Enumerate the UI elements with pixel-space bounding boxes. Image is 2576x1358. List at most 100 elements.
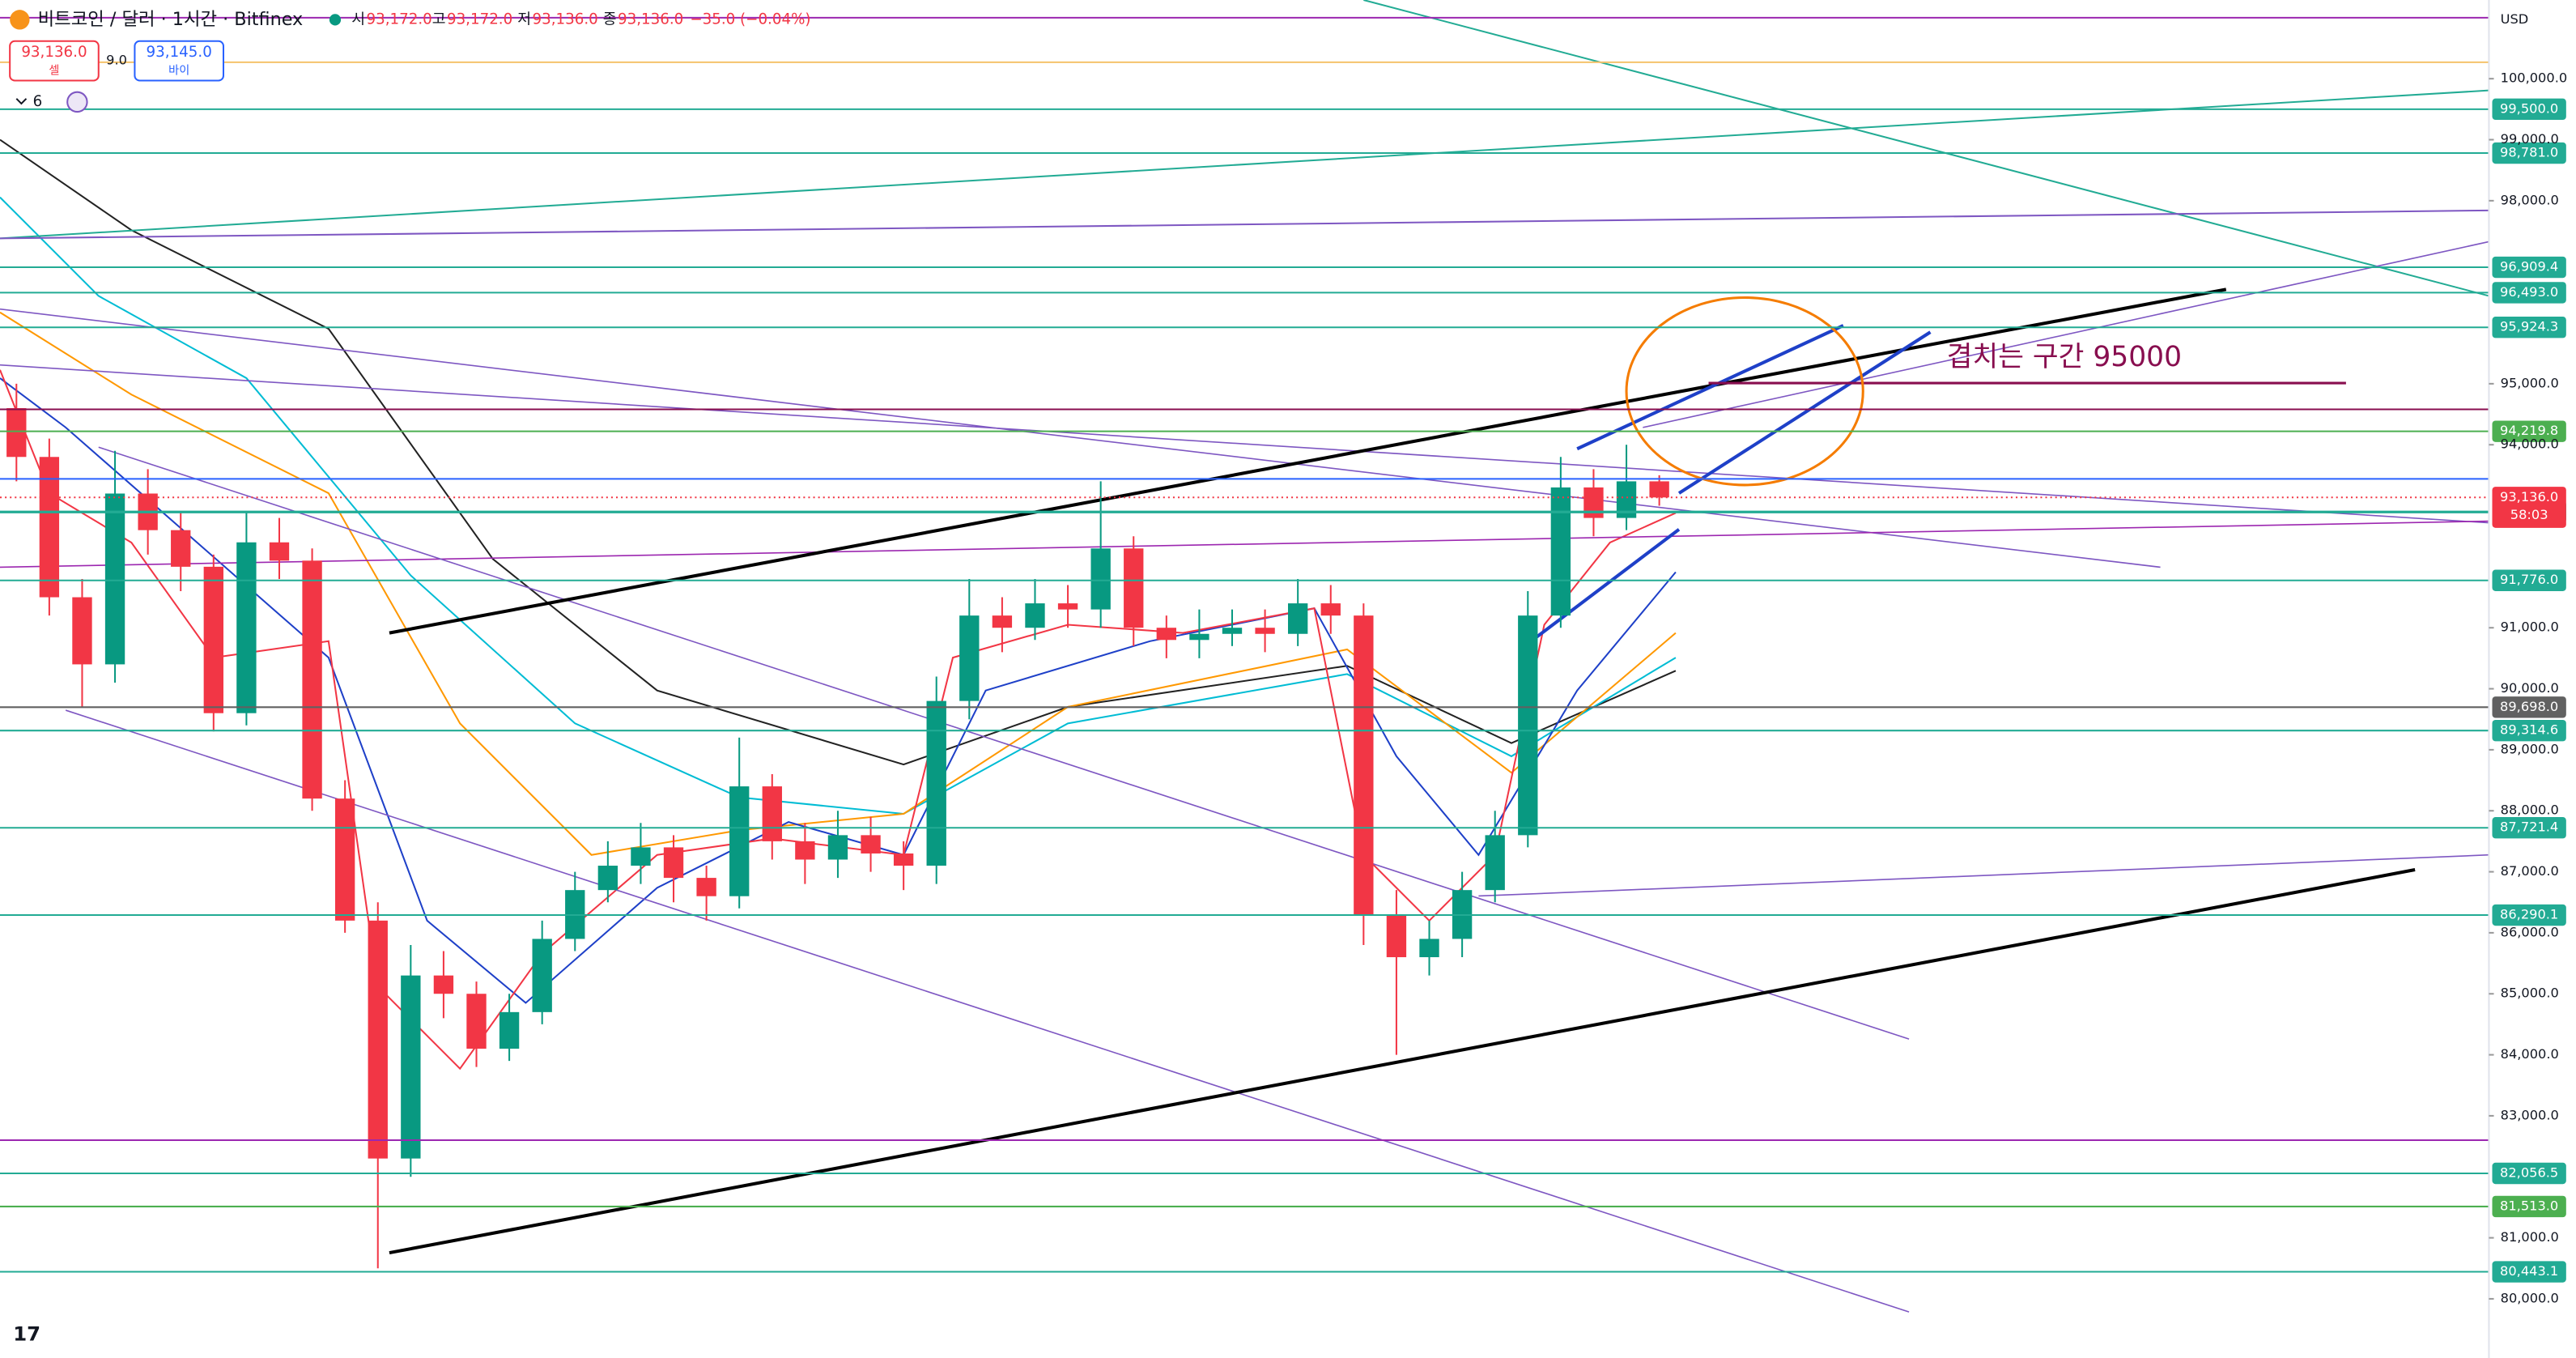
candle-body	[827, 835, 848, 860]
candle-body	[104, 493, 125, 665]
candle-body	[696, 878, 716, 896]
currency: USD	[2501, 11, 2529, 27]
indicator-count: 6	[33, 93, 43, 110]
sell-price: 93,136.0	[21, 44, 87, 61]
price-axis: USD 80,000.0 81,000.0 83,000.0 84,000.0 85,0…	[2488, 0, 2568, 1358]
level-label-box	[2492, 420, 2566, 442]
logo	[10, 10, 30, 30]
level-label-box	[2492, 1261, 2566, 1283]
high-label: 고	[432, 11, 446, 28]
candle-body	[1189, 633, 1209, 641]
open-value: 93,172.0	[367, 11, 432, 28]
y-tick-label: 91,000.0	[2501, 619, 2559, 635]
candle-body	[631, 847, 651, 866]
tv-logo: 17	[13, 1322, 40, 1346]
candle-body	[466, 994, 487, 1049]
level-label-box	[2492, 817, 2566, 839]
candle-body	[1419, 939, 1439, 958]
level-label: 99,500.0	[2500, 100, 2558, 116]
level-label-box	[2492, 719, 2566, 742]
sync-icon[interactable]	[66, 91, 88, 113]
levels: 99,500.0 98,781.0 96,909.4 96,493.0 95,924.3…	[0, 16, 2566, 1283]
candle-body	[1354, 615, 1374, 915]
candles	[6, 383, 1669, 1269]
level-label-box	[2492, 142, 2566, 164]
candle-body	[1025, 603, 1045, 628]
y-tick-label: 85,000.0	[2501, 986, 2559, 1001]
candle-body	[1583, 487, 1604, 518]
trend-line	[1677, 330, 1932, 495]
candle-body	[1288, 603, 1308, 634]
level-label-box	[2492, 1162, 2566, 1185]
level-label: 82,056.5	[2500, 1164, 2558, 1180]
sell-button[interactable]	[9, 40, 100, 82]
moving-average	[0, 138, 1677, 766]
level-label-box	[2492, 569, 2566, 591]
y-tick-label: 81,000.0	[2501, 1229, 2559, 1245]
level-label-box	[2492, 696, 2566, 718]
collapse-icon[interactable]	[15, 98, 28, 105]
trend-line	[0, 308, 2161, 568]
close-label: 종	[603, 11, 617, 28]
trend-line	[1643, 241, 2489, 428]
candle-body	[1090, 548, 1111, 610]
candle-body	[203, 566, 223, 713]
level-label: 98,781.0	[2500, 145, 2558, 160]
close-value: 93,136.0	[618, 11, 683, 28]
y-tick-label: 87,000.0	[2501, 863, 2559, 879]
candle-body	[1222, 628, 1243, 634]
level-label: 89,314.6	[2500, 722, 2558, 738]
level-label: 91,776.0	[2500, 572, 2558, 587]
trend-line	[1363, 0, 2489, 297]
trend-line	[0, 209, 2489, 240]
candle-body	[663, 847, 684, 879]
y-tick-label: 80,000.0	[2501, 1290, 2559, 1305]
level-label-box	[2492, 317, 2566, 338]
candle-body	[401, 975, 421, 1159]
candle-body	[1386, 914, 1407, 958]
level-label: 89,698.0	[2500, 699, 2558, 714]
y-tick-label: 86,000.0	[2501, 924, 2559, 939]
candle-body	[499, 1011, 520, 1049]
last-price-label: 93,136.0	[2500, 489, 2558, 504]
candle-body	[893, 853, 914, 866]
level-label-box	[2492, 256, 2566, 279]
y-tick-label: 98,000.0	[2501, 192, 2559, 207]
trend-line	[65, 709, 1910, 1313]
header: 비트코인 / 달러 · 1시간 · Bitfinex 시 93,172.0 고 …	[9, 9, 811, 1346]
candle-body	[368, 920, 388, 1159]
candle-body	[1485, 835, 1505, 891]
candle-body	[1255, 628, 1275, 634]
level-label: 96,909.4	[2500, 259, 2558, 275]
trend-line	[1576, 324, 1844, 451]
level-label: 96,493.0	[2500, 284, 2558, 300]
level-label: 95,924.3	[2500, 319, 2558, 334]
low-label: 저	[517, 11, 531, 28]
candle-body	[795, 841, 815, 860]
y-tick-label: 100,000.0	[2501, 70, 2568, 86]
open-label: 시	[351, 11, 365, 28]
y-tick-label: 89,000.0	[2501, 741, 2559, 756]
candle-body	[1649, 481, 1669, 498]
level-label-box	[2492, 282, 2566, 304]
level-label: 81,513.0	[2500, 1198, 2558, 1213]
buy-button[interactable]	[134, 40, 225, 82]
zone-ellipse	[1625, 296, 1864, 487]
level-label: 80,443.1	[2500, 1263, 2558, 1279]
candle-body	[729, 786, 750, 896]
level-label: 86,290.1	[2500, 907, 2558, 922]
level-label-box	[2492, 98, 2566, 121]
trend-line	[1530, 528, 1681, 643]
countdown: 58:03	[2510, 507, 2548, 522]
candle-body	[433, 975, 454, 994]
buy-price: 93,145.0	[147, 44, 212, 61]
change: −35.0 (−0.04%)	[690, 11, 810, 28]
low-value: 93,136.0	[533, 11, 598, 28]
candle-body	[39, 457, 60, 598]
candle-body	[1156, 628, 1177, 641]
candle-body	[1518, 615, 1538, 836]
buy-label: 바이	[168, 64, 189, 77]
candle-body	[959, 615, 980, 701]
symbol: 비트코인 / 달러 · 1시간 · Bitfinex	[38, 9, 304, 30]
